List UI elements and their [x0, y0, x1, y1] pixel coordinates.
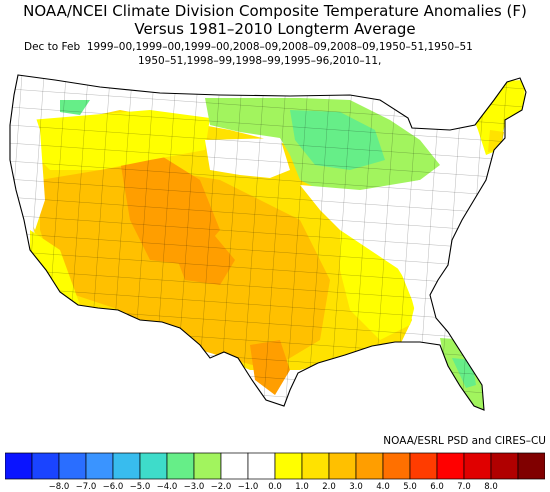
legend-tick-label: 8.0	[484, 482, 498, 492]
composite-years-line-1: Dec to Feb 1999–00,1999–00,1999–00,2008–…	[24, 41, 473, 54]
legend-swatch	[517, 452, 546, 480]
legend-tick-label: −7.0	[75, 482, 97, 492]
legend-swatch	[490, 452, 519, 480]
legend-swatch	[166, 452, 195, 480]
legend-tick-label: 7.0	[457, 482, 471, 492]
legend-swatch	[409, 452, 438, 480]
legend-tick-label: −2.0	[210, 482, 232, 492]
legend-swatch	[193, 452, 222, 480]
legend-tick-label: −8.0	[48, 482, 70, 492]
us-anomaly-map	[9, 74, 527, 411]
legend-swatch	[85, 452, 114, 480]
legend-swatch	[112, 452, 141, 480]
legend-color-bar	[4, 452, 546, 480]
legend-tick-label: 0.0	[268, 482, 282, 492]
legend-swatch	[247, 452, 276, 480]
legend-tick-label: 1.0	[295, 482, 309, 492]
legend-swatch	[382, 452, 411, 480]
legend-swatch	[274, 452, 303, 480]
legend-tick-label: 5.0	[403, 482, 417, 492]
map-subtitle: Versus 1981–2010 Longterm Average	[134, 20, 416, 38]
legend-tick-label: −3.0	[183, 482, 205, 492]
legend-tick-label: 6.0	[430, 482, 444, 492]
legend-tick-label: −4.0	[156, 482, 178, 492]
season-label: Dec to Feb	[24, 41, 81, 53]
legend-swatch	[58, 452, 87, 480]
years-list-1: 1999–00,1999–00,1999–00,2008–09,2008–09,…	[86, 41, 473, 53]
legend-tick-label: 2.0	[322, 482, 336, 492]
legend-tick-label: 3.0	[349, 482, 363, 492]
legend-tick-label: −5.0	[129, 482, 151, 492]
legend-swatch	[31, 452, 60, 480]
legend-swatch	[4, 452, 33, 480]
legend-swatch	[436, 452, 465, 480]
legend-swatch	[220, 452, 249, 480]
legend-swatch	[463, 452, 492, 480]
map-title: NOAA/NCEI Climate Division Composite Tem…	[23, 2, 527, 20]
legend-swatch	[328, 452, 357, 480]
legend-tick-label: 4.0	[376, 482, 390, 492]
legend-swatch	[301, 452, 330, 480]
data-credit: NOAA/ESRL PSD and CIRES–CU	[383, 435, 546, 447]
legend-swatch	[139, 452, 168, 480]
legend-tick-label: −1.0	[237, 482, 259, 492]
legend-swatch	[355, 452, 384, 480]
anomaly-shading	[10, 75, 526, 410]
composite-years-line-2: 1950–51,1998–99,1998–99,1995–96,2010–11,	[138, 55, 382, 67]
color-legend: −8.0 −7.0 −6.0 −5.0 −4.0 −3.0 −2.0 −1.0 0.0 1.0 2.…	[4, 452, 546, 492]
legend-tick-label: −6.0	[102, 482, 124, 492]
